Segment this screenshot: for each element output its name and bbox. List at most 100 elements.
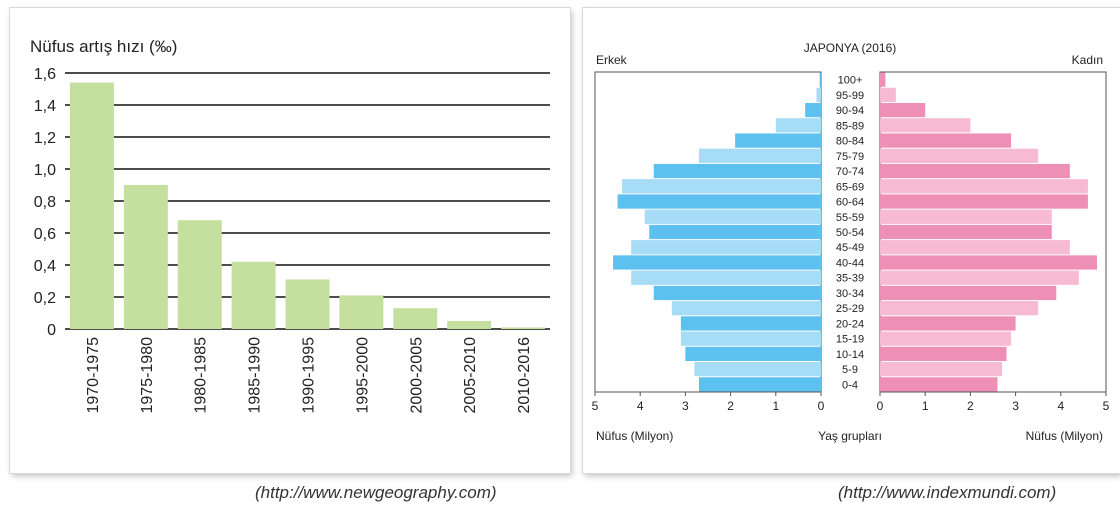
female-bar-60-64 [880, 194, 1088, 209]
female-bar-45-49 [880, 240, 1070, 255]
male-bar-90-94 [805, 102, 821, 118]
x-tick-label: 2005-2010 [462, 337, 479, 414]
bar-1980-1985 [177, 220, 222, 329]
age-group-label: 40-44 [836, 257, 864, 269]
pyramid-xlabel-left: Nüfus (Milyon) [596, 429, 673, 443]
age-group-label: 15-19 [836, 334, 864, 346]
age-group-label: 45-49 [836, 242, 864, 254]
age-group-label: 75-79 [836, 151, 864, 163]
age-group-label: 50-54 [836, 227, 864, 239]
female-bar-85-89 [880, 118, 971, 133]
y-tick-label: 0 [47, 322, 56, 339]
age-group-label: 35-39 [836, 273, 864, 285]
female-axis-tick-label: 4 [1057, 399, 1064, 413]
bar-2010-2016 [501, 327, 546, 329]
male-bar-0-4 [698, 377, 821, 392]
age-group-label: 100+ [838, 75, 863, 87]
pyramid-xlabel-right: Nüfus (Milyon) [1026, 429, 1103, 443]
female-bar-25-29 [880, 301, 1039, 316]
bar-1985-1990 [231, 261, 276, 329]
male-bar-20-24 [680, 316, 821, 331]
y-tick-label: 1,0 [34, 162, 56, 179]
population-pyramid-panel: JAPONYA (2016) Erkek Kadın 100+ 95-99 90-9… [583, 8, 1120, 473]
pyramid-xlabel-center: Yaş grupları [818, 429, 882, 443]
female-bar-30-34 [880, 285, 1057, 301]
growth-rate-chart-panel: Nüfus artış hızı (‰) 1,6 1,4 1,2 1,0 0,8 0,6 0… [10, 8, 570, 473]
source-indexmundi: (http://www.indexmundi.com) [838, 483, 1057, 502]
male-bar-45-49 [631, 240, 821, 255]
male-axis-tick-label: 4 [637, 399, 644, 413]
male-label: Erkek [596, 53, 628, 67]
female-bar-5-9 [880, 362, 1003, 377]
x-tick-label: 1980-1985 [193, 337, 210, 414]
male-bar-10-14 [685, 346, 821, 362]
female-axis-tick-label: 3 [1012, 399, 1019, 413]
x-tick-label: 1975-1980 [139, 337, 156, 414]
age-group-label: 95-99 [836, 90, 864, 102]
age-group-label: 85-89 [836, 120, 864, 132]
female-bar-0-4 [880, 377, 998, 392]
x-tick-label: 2000-2005 [408, 337, 425, 414]
male-bar-40-44 [613, 255, 821, 270]
y-tick-label: 0,6 [34, 226, 56, 243]
age-group-label: 30-34 [836, 288, 864, 300]
male-axis-tick-label: 5 [592, 399, 599, 413]
age-group-label: 80-84 [836, 136, 864, 148]
female-bar-90-94 [880, 102, 926, 118]
bar-1995-2000 [339, 295, 384, 329]
y-tick-label: 1,2 [34, 130, 56, 147]
japan-population-pyramid: JAPONYA (2016) Erkek Kadın 100+ 95-99 90-9… [592, 41, 1110, 443]
male-axis-tick-label: 0 [818, 399, 825, 413]
x-tick-label: 2010-2016 [516, 337, 533, 414]
y-tick-label: 1,4 [34, 98, 56, 115]
female-label: Kadın [1072, 53, 1103, 67]
male-bar-85-89 [775, 118, 821, 133]
age-group-label: 65-69 [836, 181, 864, 193]
x-tick-label: 1970-1975 [85, 337, 102, 414]
y-tick-label: 1,6 [34, 66, 56, 83]
male-axis-tick-label: 2 [727, 399, 734, 413]
male-bar-95-99 [816, 87, 821, 102]
age-group-label: 25-29 [836, 303, 864, 315]
bar-2000-2005 [393, 308, 438, 329]
bar-1990-1995 [285, 279, 330, 329]
y-tick-label: 0,2 [34, 290, 56, 307]
female-axis-tick-label: 5 [1103, 399, 1110, 413]
female-axis-tick-label: 0 [877, 399, 884, 413]
female-bar-20-24 [880, 316, 1016, 331]
bar-2005-2010 [447, 321, 492, 329]
bar-chart-title: Nüfus artış hızı (‰) [30, 37, 177, 56]
female-bar-35-39 [880, 270, 1079, 285]
male-bar-60-64 [617, 194, 821, 209]
age-group-label: 70-74 [836, 166, 864, 178]
male-bar-50-54 [649, 224, 821, 240]
female-bar-80-84 [880, 133, 1012, 148]
female-bar-40-44 [880, 255, 1097, 270]
bar-1975-1980 [123, 185, 168, 329]
age-group-label: 20-24 [836, 318, 864, 330]
age-group-label: 90-94 [836, 105, 864, 117]
male-bar-25-29 [671, 301, 821, 316]
source-newgeography: (http://www.newgeography.com) [255, 483, 497, 502]
age-group-label: 5-9 [842, 364, 858, 376]
growth-rate-bar-chart: Nüfus artış hızı (‰) 1,6 1,4 1,2 1,0 0,8 0,6 0… [30, 37, 550, 414]
x-tick-label: 1985-1990 [247, 337, 264, 414]
male-axis-tick-label: 3 [682, 399, 689, 413]
male-axis-tick-label: 1 [772, 399, 779, 413]
female-bar-65-69 [880, 179, 1088, 194]
male-bar-5-9 [694, 362, 821, 377]
bar-1970-1975 [69, 82, 114, 329]
female-axis-tick-label: 2 [967, 399, 974, 413]
age-group-label: 0-4 [842, 379, 858, 391]
age-group-label: 55-59 [836, 212, 864, 224]
male-bar-75-79 [698, 148, 821, 163]
female-bar-75-79 [880, 148, 1039, 163]
female-bar-10-14 [880, 346, 1007, 362]
male-bar-15-19 [680, 331, 821, 346]
female-bar-50-54 [880, 224, 1052, 240]
x-tick-label: 1990-1995 [301, 337, 318, 414]
male-bar-65-69 [622, 179, 821, 194]
male-bar-80-84 [735, 133, 821, 148]
female-axis-tick-label: 1 [922, 399, 929, 413]
female-bar-100+ [880, 72, 886, 87]
